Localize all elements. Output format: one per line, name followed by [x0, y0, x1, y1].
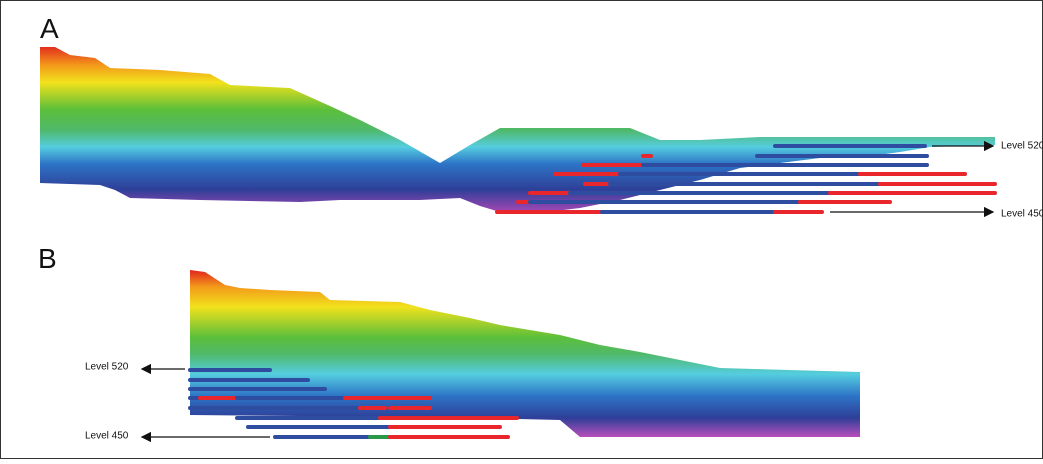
page: A B Level 520 Level 450 Level 520 Level …	[0, 0, 1043, 459]
level-label: Level 520	[85, 362, 129, 373]
level-label: Level 520	[1001, 141, 1043, 152]
profile-a	[40, 47, 995, 214]
level-label: Level 450	[1001, 209, 1043, 220]
profile-b	[190, 270, 860, 437]
panel-label: A	[40, 13, 59, 44]
figure: A B Level 520 Level 450 Level 520 Level …	[0, 0, 1043, 459]
panel-label: B	[38, 243, 57, 274]
level-label: Level 450	[85, 431, 129, 442]
